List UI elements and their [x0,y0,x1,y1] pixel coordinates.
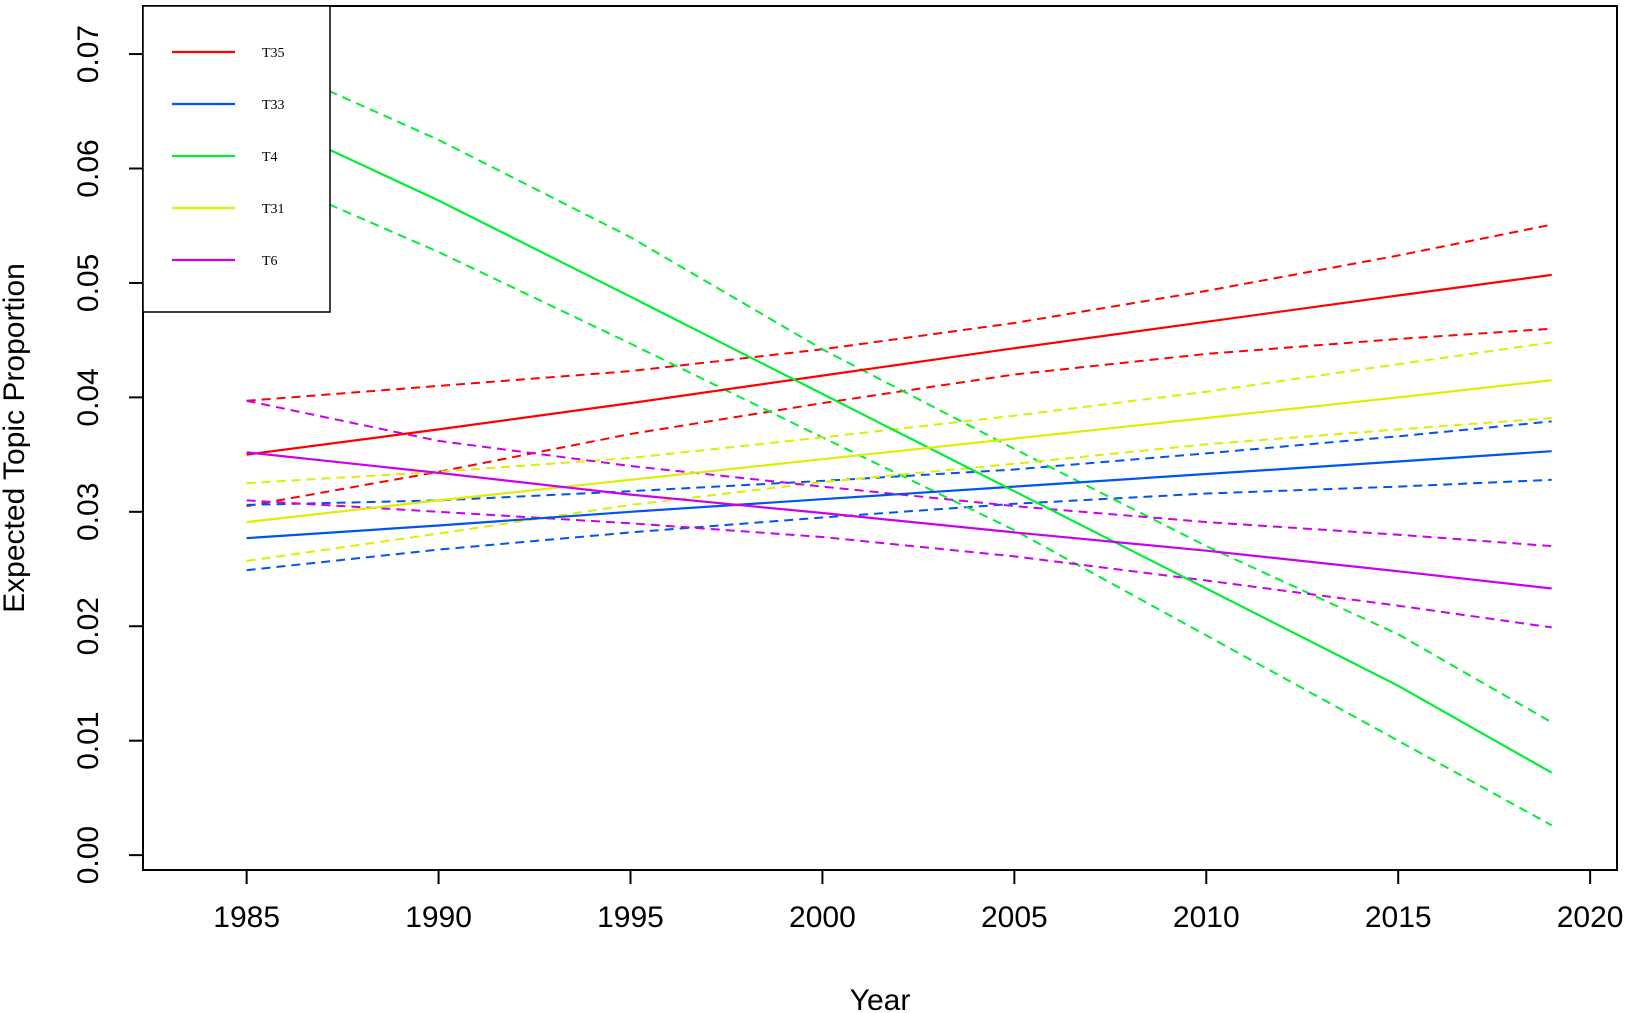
x-axis: 1985 1990 1995 2000 2005 2010 2015 2020 [213,869,1624,934]
x-tick-label: 2005 [981,901,1048,934]
y-tick-label: 0.07 [72,25,105,83]
y-tick-label: 0.06 [72,139,105,197]
series-t35-line [246,273,1552,456]
plot-frame [142,5,1618,871]
y-axis: 0.00 0.01 0.02 0.03 0.04 0.05 0.06 0.07 [72,25,144,884]
x-tick-label: 2020 [1557,901,1624,934]
series-t4-line [246,110,1553,774]
series-t31-lower-bound [246,417,1552,562]
legend-label-t6: T6 [262,254,278,269]
legend-box [142,5,331,313]
legend-label-t33: T33 [262,98,285,113]
x-tick-label: 1985 [213,901,280,934]
series-t33-line [246,450,1552,540]
x-tick-label: 2000 [789,901,856,934]
x-tick-label: 1990 [405,901,472,934]
series-t33-lower-bound [246,478,1552,572]
series-t6-upper-bound [246,399,1552,548]
y-tick-label: 0.05 [72,254,105,312]
y-tick-label: 0.04 [72,368,105,426]
y-tick-label: 0.01 [72,712,105,770]
x-tick-label: 2010 [1173,901,1240,934]
x-axis-title: Year [850,984,911,1013]
legend-label-t35: T35 [262,46,285,61]
series-t35-upper-bound [246,223,1552,402]
legend-label-t4: T4 [262,150,278,165]
confidence-bands [246,53,1553,827]
legend: T35 T33 T4 T31 T6 [142,5,331,313]
y-tick-label: 0.00 [72,826,105,884]
x-tick-label: 2015 [1365,901,1432,934]
series-lines [246,110,1553,774]
series-t31-upper-bound [246,341,1552,485]
series-t31-line [246,379,1552,524]
series-t4-lower-bound [246,167,1553,827]
series-t6-line [246,451,1552,590]
legend-label-t31: T31 [262,202,285,217]
y-tick-label: 0.03 [72,483,105,541]
series-t4-upper-bound [246,53,1553,724]
series-t35-lower-bound [246,327,1552,508]
y-tick-label: 0.02 [72,597,105,655]
x-tick-label: 1995 [597,901,664,934]
y-axis-title: Expected Topic Proportion [0,263,31,613]
series-t6-lower-bound [246,499,1552,629]
